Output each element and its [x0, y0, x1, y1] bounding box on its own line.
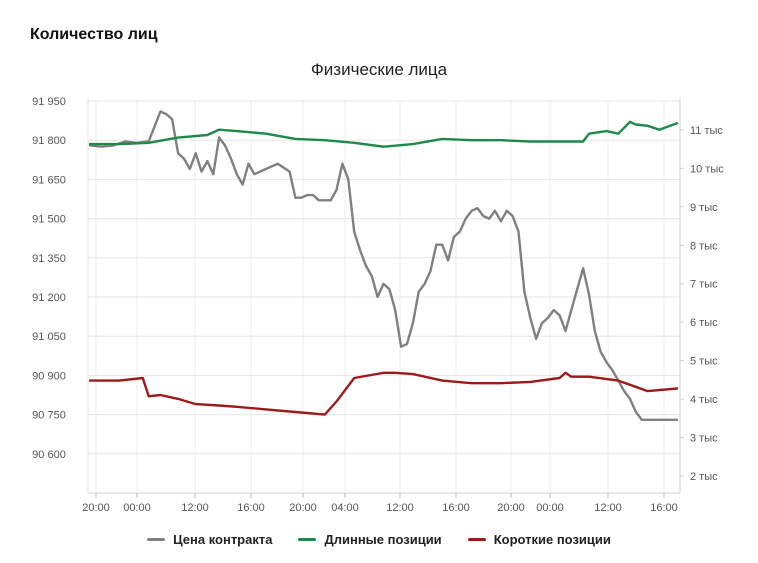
y-left-tick-label: 91 650 — [32, 174, 66, 186]
x-tick-label: 12:00 — [181, 502, 209, 514]
y-left-tick-label: 91 200 — [32, 292, 66, 304]
line-chart: 91 950 91 800 91 650 91 500 91 350 91 200 91 0… — [32, 96, 724, 514]
y-left-tick-label: 90 600 — [32, 449, 66, 461]
legend-swatch-short — [467, 538, 486, 541]
legend-item-long[interactable]: Длинные позиции — [298, 532, 442, 547]
x-tick-label: 04:00 — [331, 502, 359, 514]
x-tick-label: 20:00 — [82, 502, 110, 514]
legend-swatch-price — [147, 538, 166, 541]
x-tick-label: 16:00 — [442, 502, 470, 514]
y-right-tick-label: 10 тыс — [690, 163, 724, 175]
legend-item-price[interactable]: Цена контракта — [147, 532, 272, 547]
y-left-tick-label: 91 050 — [32, 331, 66, 343]
y-right-tick-label: 11 тыс — [690, 125, 723, 137]
chart-legend: Цена контракта Длинные позиции Короткие … — [0, 532, 758, 547]
legend-swatch-long — [298, 538, 317, 541]
y-right-tick-label: 7 тыс — [690, 279, 718, 291]
y-right-tick-label: 5 тыс — [690, 356, 718, 368]
series-line-price — [88, 110, 679, 421]
x-tick-label: 20:00 — [289, 502, 317, 514]
x-tick-label: 00:00 — [123, 502, 151, 514]
x-tick-label: 00:00 — [536, 502, 564, 514]
y-right-tick-label: 8 тыс — [690, 240, 718, 252]
legend-label-price: Цена контракта — [173, 532, 273, 547]
x-tick-label: 20:00 — [497, 502, 525, 514]
y-right-tick-label: 4 тыс — [690, 394, 718, 406]
series-line-long — [88, 120, 679, 148]
y-left-tick-label: 91 950 — [32, 96, 66, 108]
y-right-tick-label: 6 тыс — [690, 317, 718, 329]
x-tick-label: 16:00 — [237, 502, 265, 514]
series-line-short — [88, 371, 679, 416]
y-left-tick-label: 91 500 — [32, 214, 66, 226]
y-right-tick-label: 2 тыс — [690, 471, 718, 483]
chart-title: Физические лица — [310, 60, 448, 79]
y-right-tick-label: 9 тыс — [690, 202, 718, 214]
y-left-tick-label: 91 800 — [32, 135, 66, 147]
x-tick-label: 12:00 — [386, 502, 414, 514]
y-left-tick-label: 90 900 — [32, 370, 66, 382]
y-left-tick-label: 90 750 — [32, 410, 66, 422]
y-right-tick-label: 3 тыс — [690, 433, 718, 445]
legend-item-short[interactable]: Короткие позиции — [467, 532, 611, 547]
x-tick-label: 12:00 — [594, 502, 622, 514]
x-tick-label: 16:00 — [650, 502, 678, 514]
page-heading: Количество лиц — [30, 26, 158, 43]
y-left-tick-label: 91 350 — [32, 253, 66, 265]
legend-label-short: Короткие позиции — [493, 532, 611, 547]
legend-label-long: Длинные позиции — [324, 532, 442, 547]
